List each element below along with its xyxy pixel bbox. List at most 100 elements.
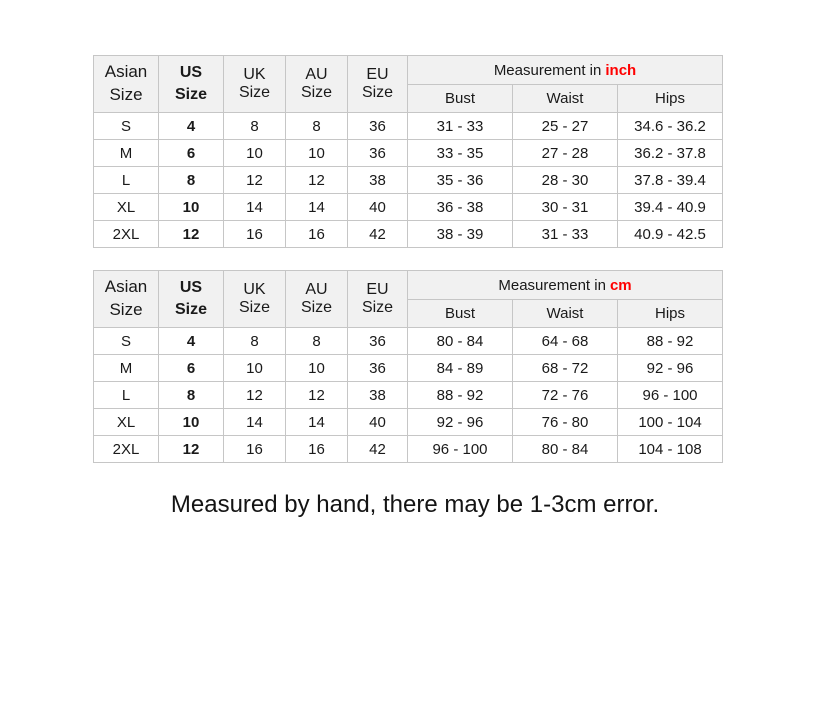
waist-cell: 64 - 68 [512, 327, 618, 355]
us-size-cell: 10 [158, 193, 224, 221]
table-row: 2XL 12 16 16 42 96 - 100 80 - 84 104 - 1… [93, 435, 724, 463]
uk-size-cell: 8 [223, 112, 286, 140]
asian-size-cell: 2XL [93, 220, 159, 248]
bust-cell: 35 - 36 [407, 166, 513, 194]
us-size-cell: 4 [158, 112, 224, 140]
uk-size-cell: 14 [223, 408, 286, 436]
column-header-us-size: US Size [158, 270, 224, 328]
measurement-unit: cm [609, 276, 632, 294]
eu-size-cell: 40 [347, 408, 408, 436]
column-header-asian-size: Asian Size [93, 55, 159, 113]
uk-size-cell: 8 [223, 327, 286, 355]
au-size-cell: 12 [285, 381, 348, 409]
au-size-cell: 8 [285, 112, 348, 140]
header-row: Asian Size US Size UK Size AU Size EU Si… [93, 270, 724, 328]
measurement-label: Measurement in [498, 276, 606, 294]
asian-size-cell: L [93, 381, 159, 409]
table-row: S 4 8 8 36 80 - 84 64 - 68 88 - 92 [93, 327, 724, 355]
column-header-uk-size: UK Size [223, 270, 286, 328]
uk-size-cell: 14 [223, 193, 286, 221]
table-row: S 4 8 8 36 31 - 33 25 - 27 34.6 - 36.2 [93, 112, 724, 140]
subheader-row: Bust Waist Hips [94, 299, 724, 328]
bust-cell: 36 - 38 [407, 193, 513, 221]
hips-cell: 92 - 96 [616, 354, 724, 382]
hips-cell: 100 - 104 [616, 408, 724, 436]
asian-size-cell: XL [93, 193, 159, 221]
eu-size-cell: 36 [347, 354, 408, 382]
bust-cell: 88 - 92 [407, 381, 513, 409]
waist-cell: 76 - 80 [512, 408, 618, 436]
waist-cell: 80 - 84 [512, 435, 618, 463]
measurement-label: Measurement in [493, 61, 602, 79]
table-row: M 6 10 10 36 84 - 89 68 - 72 92 - 96 [93, 354, 724, 382]
au-size-cell: 8 [285, 327, 348, 355]
header-row: Asian Size US Size UK Size AU Size EU Si… [93, 55, 724, 113]
asian-size-cell: M [93, 139, 159, 167]
hips-cell: 96 - 100 [616, 381, 724, 409]
bust-cell: 96 - 100 [407, 435, 513, 463]
asian-size-cell: 2XL [93, 435, 159, 463]
measurement-header: Measurement in inch [406, 55, 724, 85]
asian-size-cell: L [93, 166, 159, 194]
column-header-waist: Waist [512, 299, 618, 328]
uk-size-cell: 10 [223, 354, 286, 382]
au-size-cell: 14 [285, 408, 348, 436]
us-size-cell: 12 [158, 220, 224, 248]
uk-size-cell: 12 [223, 166, 286, 194]
column-header-uk-size: UK Size [223, 55, 286, 113]
eu-size-cell: 38 [347, 381, 408, 409]
hips-cell: 37.8 - 39.4 [616, 166, 724, 194]
size-table-cm: Asian Size US Size UK Size AU Size EU Si… [93, 270, 724, 463]
asian-size-cell: S [93, 327, 159, 355]
column-header-hips: Hips [616, 84, 724, 113]
bust-cell: 92 - 96 [407, 408, 513, 436]
size-table-inch: Asian Size US Size UK Size AU Size EU Si… [93, 55, 724, 248]
asian-size-cell: S [93, 112, 159, 140]
hips-cell: 39.4 - 40.9 [616, 193, 724, 221]
us-size-cell: 6 [158, 139, 224, 167]
bust-cell: 31 - 33 [407, 112, 513, 140]
uk-size-cell: 16 [223, 435, 286, 463]
eu-size-cell: 40 [347, 193, 408, 221]
column-header-us-size: US Size [158, 55, 224, 113]
au-size-cell: 14 [285, 193, 348, 221]
eu-size-cell: 42 [347, 220, 408, 248]
us-size-cell: 10 [158, 408, 224, 436]
hips-cell: 36.2 - 37.8 [616, 139, 724, 167]
asian-size-cell: M [93, 354, 159, 382]
column-header-waist: Waist [512, 84, 618, 113]
eu-size-cell: 36 [347, 112, 408, 140]
column-header-eu-size: EU Size [347, 55, 408, 113]
measurement-header: Measurement in cm [406, 270, 724, 300]
us-size-cell: 6 [158, 354, 224, 382]
waist-cell: 25 - 27 [512, 112, 618, 140]
us-size-cell: 12 [158, 435, 224, 463]
size-chart-page: Asian Size US Size UK Size AU Size EU Si… [0, 55, 830, 710]
waist-cell: 28 - 30 [512, 166, 618, 194]
au-size-cell: 16 [285, 435, 348, 463]
waist-cell: 31 - 33 [512, 220, 618, 248]
column-header-asian-size: Asian Size [93, 270, 159, 328]
hips-cell: 88 - 92 [616, 327, 724, 355]
table-row: XL 10 14 14 40 36 - 38 30 - 31 39.4 - 40… [93, 193, 724, 221]
measurement-unit: inch [605, 61, 637, 79]
us-size-cell: 8 [158, 166, 224, 194]
hips-cell: 34.6 - 36.2 [616, 112, 724, 140]
table-row: 2XL 12 16 16 42 38 - 39 31 - 33 40.9 - 4… [93, 220, 724, 248]
asian-size-cell: XL [93, 408, 159, 436]
au-size-cell: 10 [285, 354, 348, 382]
au-size-cell: 10 [285, 139, 348, 167]
table-row: XL 10 14 14 40 92 - 96 76 - 80 100 - 104 [93, 408, 724, 436]
eu-size-cell: 36 [347, 139, 408, 167]
uk-size-cell: 10 [223, 139, 286, 167]
table-row: L 8 12 12 38 35 - 36 28 - 30 37.8 - 39.4 [93, 166, 724, 194]
waist-cell: 30 - 31 [512, 193, 618, 221]
uk-size-cell: 16 [223, 220, 286, 248]
eu-size-cell: 36 [347, 327, 408, 355]
bust-cell: 38 - 39 [407, 220, 513, 248]
waist-cell: 72 - 76 [512, 381, 618, 409]
column-header-hips: Hips [616, 299, 724, 328]
column-header-au-size: AU Size [285, 55, 348, 113]
table-row: M 6 10 10 36 33 - 35 27 - 28 36.2 - 37.8 [93, 139, 724, 167]
au-size-cell: 12 [285, 166, 348, 194]
